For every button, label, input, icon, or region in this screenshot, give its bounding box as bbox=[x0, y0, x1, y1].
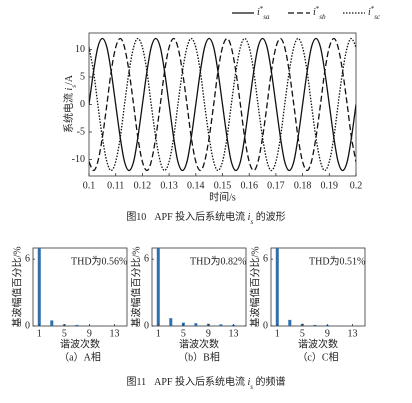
caption-sub: s bbox=[250, 383, 253, 391]
x-axis-label: 谐波次数 bbox=[179, 337, 219, 350]
caption-end: 的频谱 bbox=[253, 375, 286, 388]
x-tick-label: 0.19 bbox=[321, 180, 339, 191]
x-tick-label: 13 bbox=[109, 328, 119, 339]
y-axis-label: 基波幅值百分比/% bbox=[129, 246, 142, 327]
x-tick-label: 0.18 bbox=[294, 180, 312, 191]
annotation: THD为0.82% bbox=[190, 255, 246, 267]
panel-label: （b）B相 bbox=[178, 350, 220, 363]
x-tick-label: 1 bbox=[156, 328, 161, 339]
x-tick-label: 0.1 bbox=[83, 180, 96, 191]
x-tick-label: 9 bbox=[206, 328, 211, 339]
x-axis-label: 时间/s bbox=[209, 190, 236, 203]
annotation: THD为0.56% bbox=[71, 255, 127, 267]
x-tick-label: 0.14 bbox=[187, 180, 205, 191]
plot-frame bbox=[32, 247, 128, 327]
text-part: i bbox=[368, 7, 371, 18]
y-tick-label: 10 bbox=[75, 44, 85, 55]
bar bbox=[288, 319, 292, 326]
x-tick-label: 0.15 bbox=[214, 180, 232, 191]
text-part: * bbox=[260, 5, 264, 13]
y-tick-label: 5 bbox=[80, 71, 85, 82]
series-line bbox=[89, 37, 356, 172]
text-part: s bbox=[70, 85, 78, 88]
bar bbox=[169, 318, 173, 326]
x-tick-label: 5 bbox=[181, 328, 186, 339]
caption-label: 图11 bbox=[126, 376, 146, 388]
text-part: * bbox=[371, 5, 375, 13]
x-tick-label: 9 bbox=[87, 328, 92, 339]
series-line bbox=[89, 37, 356, 172]
bar bbox=[194, 323, 198, 326]
bar bbox=[275, 248, 279, 326]
text-part: sb bbox=[319, 13, 326, 21]
text-part: i bbox=[64, 88, 75, 91]
bar bbox=[313, 324, 317, 326]
figure-caption: 图10 APF 投入后系统电流 is 的波形 bbox=[126, 210, 285, 225]
series-line bbox=[89, 37, 356, 172]
x-tick-label: 0.17 bbox=[267, 180, 285, 191]
y-tick-label: 6 bbox=[25, 253, 30, 264]
x-tick-label: 0.12 bbox=[134, 180, 152, 191]
bar bbox=[50, 320, 54, 326]
y-tick-label: 6 bbox=[263, 253, 268, 264]
plot-frame bbox=[151, 247, 247, 327]
caption-var: i bbox=[248, 212, 251, 223]
plot-frame bbox=[270, 247, 366, 327]
bar bbox=[219, 324, 223, 326]
caption-sub: s bbox=[250, 218, 253, 226]
legend-label: i*sa bbox=[257, 5, 270, 21]
x-tick-label: 0.11 bbox=[107, 180, 124, 191]
y-axis-label: 基波幅值百分比/% bbox=[248, 246, 261, 327]
x-axis-label: 谐波次数 bbox=[298, 337, 338, 350]
bar bbox=[156, 248, 160, 326]
text-part: i bbox=[313, 7, 316, 18]
text-part: i bbox=[257, 7, 260, 18]
bar bbox=[338, 325, 342, 326]
y-tick-label: 0 bbox=[263, 320, 268, 331]
y-tick-label: 0 bbox=[144, 320, 149, 331]
x-tick-label: 1 bbox=[275, 328, 280, 339]
text-part: * bbox=[316, 5, 320, 13]
caption-end: 的波形 bbox=[253, 210, 286, 223]
x-tick-label: 0.2 bbox=[350, 180, 363, 191]
caption-label: 图10 bbox=[126, 211, 146, 223]
caption-var: i bbox=[247, 377, 250, 388]
bar bbox=[244, 325, 246, 326]
bar bbox=[37, 248, 41, 326]
y-axis-label: 系统电流 is/A bbox=[62, 74, 77, 133]
bar bbox=[75, 324, 79, 326]
caption-text: APF 投入后系统电流 bbox=[154, 210, 247, 223]
bar bbox=[100, 325, 104, 326]
x-tick-label: 0.13 bbox=[160, 180, 178, 191]
text-part: sc bbox=[374, 13, 381, 21]
x-tick-label: 5 bbox=[300, 328, 305, 339]
x-tick-label: 13 bbox=[228, 328, 238, 339]
annotation: THD为0.51% bbox=[309, 255, 365, 267]
x-tick-label: 13 bbox=[347, 328, 357, 339]
y-axis-label: 基波幅值百分比/% bbox=[10, 246, 23, 327]
text-part: sa bbox=[263, 13, 270, 21]
panel-label: （a）A相 bbox=[59, 350, 101, 363]
y-tick-label: -10 bbox=[72, 154, 85, 165]
x-tick-label: 9 bbox=[325, 328, 330, 339]
x-axis-label: 谐波次数 bbox=[60, 337, 100, 350]
legend-label: i*sc bbox=[368, 5, 381, 21]
x-tick-label: 5 bbox=[62, 328, 67, 339]
x-tick-label: 0.16 bbox=[240, 180, 258, 191]
y-tick-label: 0 bbox=[80, 99, 85, 110]
caption-text: APF 投入后系统电流 bbox=[154, 375, 247, 388]
text-part: 系统电流 bbox=[62, 91, 75, 134]
y-tick-label: 6 bbox=[144, 253, 149, 264]
y-tick-label: -5 bbox=[77, 126, 85, 137]
figure-caption: 图11 APF 投入后系统电流 is 的频谱 bbox=[126, 375, 285, 390]
y-tick-label: 0 bbox=[25, 320, 30, 331]
panel-label: （c）C相 bbox=[297, 350, 338, 363]
legend-label: i*sb bbox=[313, 5, 326, 21]
text-part: /A bbox=[64, 74, 75, 85]
x-tick-label: 1 bbox=[37, 328, 42, 339]
